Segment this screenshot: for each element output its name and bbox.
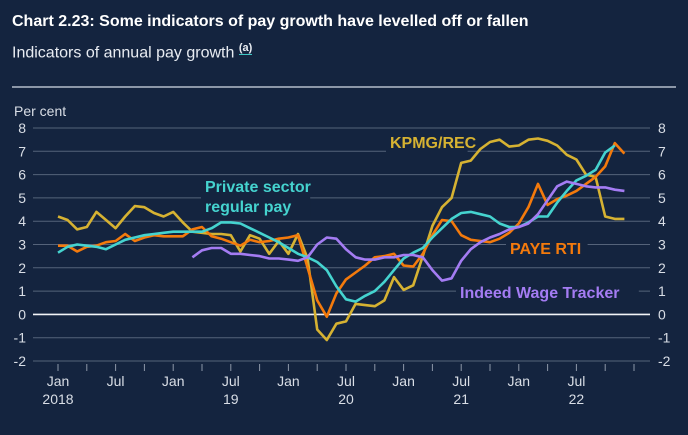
y-tick-label-left: 3 [18,237,26,253]
x-year-label: 22 [569,391,585,407]
y-tick-label-right: 3 [658,237,666,253]
label-backdrop [506,239,588,258]
footnote-link[interactable]: (a) [238,42,253,55]
y-tick-label-left: 0 [18,306,26,322]
y-tick-label-right: 2 [658,260,666,276]
y-tick-label-left: 1 [18,283,26,299]
subtitle-text: Indicators of annual pay growth [12,44,235,62]
y-tick-label-right: 6 [658,167,666,183]
label-backdrop [201,177,338,196]
x-year-label: 2018 [42,391,73,407]
y-tick-label-right: -2 [658,353,671,369]
series-line-paye-rti [58,141,626,318]
y-tick-label-left: -2 [14,353,27,369]
x-tick-label: Jul [567,373,585,389]
chart-title: Chart 2.23: Some indicators of pay growt… [12,13,529,30]
x-tick-label: Jul [222,373,240,389]
y-tick-label-left: 4 [18,213,26,229]
series-label: Indeed Wage Tracker [460,285,619,302]
label-backdrop [456,283,639,302]
series-label: Private sector [205,179,311,196]
y-tick-label-left: 5 [18,190,26,206]
x-tick-label: Jul [337,373,355,389]
y-tick-label-left: 6 [18,167,26,183]
y-axis-label: Per cent [14,103,66,119]
y-tick-label-right: 7 [658,143,666,159]
y-tick-label-right: 0 [658,306,666,322]
x-tick-label: Jan [277,373,300,389]
x-tick-label: Jul [452,373,470,389]
series-label: KPMG/REC [390,135,477,152]
header-divider [12,86,676,88]
x-year-label: 20 [338,391,354,407]
x-tick-label: Jan [392,373,415,389]
y-tick-label-right: -1 [658,330,671,346]
series-line-indeed-wage-tracker [191,180,625,282]
y-tick-label-left: 2 [18,260,26,276]
series-label: regular pay [205,199,291,216]
label-backdrop [386,133,468,152]
x-year-label: 21 [453,391,469,407]
series-label: PAYE RTI [510,241,581,258]
x-tick-label: Jan [162,373,185,389]
y-tick-label-left: 8 [18,120,26,136]
series-line-kpmg-rec [57,137,625,342]
y-tick-label-right: 5 [658,190,666,206]
y-tick-label-right: 8 [658,120,666,136]
x-year-label: 19 [223,391,239,407]
label-backdrop [201,197,311,216]
y-tick-label-left: -1 [14,330,27,346]
y-tick-label-right: 4 [658,213,666,229]
series-line-private-sector-regular-pay [57,144,616,303]
x-tick-label: Jan [47,373,70,389]
chart-subtitle: Indicators of annual pay growth (a) [12,42,253,62]
y-tick-label-right: 1 [658,283,666,299]
x-tick-label: Jan [508,373,531,389]
y-tick-label-left: 7 [18,143,26,159]
x-tick-label: Jul [107,373,125,389]
